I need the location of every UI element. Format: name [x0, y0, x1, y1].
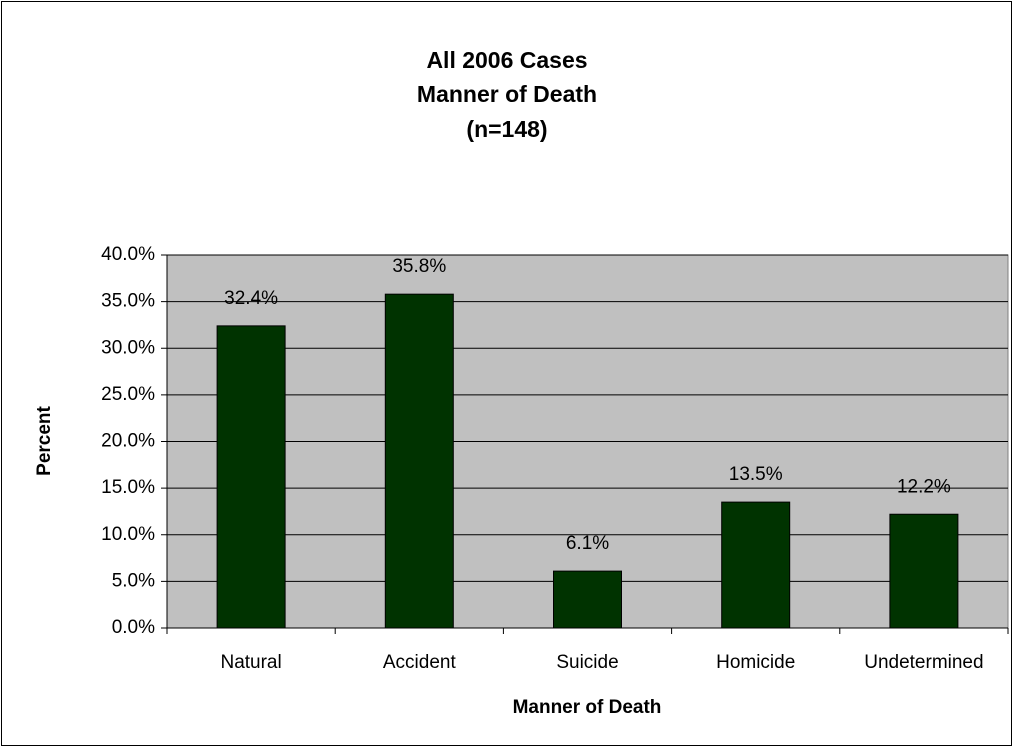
bar: [384, 293, 454, 629]
y-tick-label: 10.0%: [101, 524, 155, 545]
chart-title: (n=148): [466, 116, 547, 142]
x-tick-label: Suicide: [556, 652, 618, 673]
y-tick-label: 25.0%: [101, 384, 155, 405]
value-label: 13.5%: [729, 464, 783, 485]
y-tick-label: 40.0%: [101, 244, 155, 265]
y-tick-label: 30.0%: [101, 337, 155, 358]
bar: [553, 570, 622, 629]
value-label: 12.2%: [897, 476, 951, 497]
value-label: 32.4%: [224, 288, 278, 309]
y-tick-label: 20.0%: [101, 431, 155, 452]
x-tick-label: Undetermined: [864, 652, 983, 673]
x-axis-title: Manner of Death: [513, 697, 662, 718]
y-tick-label: 35.0%: [101, 291, 155, 312]
y-tick-label: 0.0%: [112, 617, 155, 638]
bar: [216, 325, 286, 629]
x-tick-label: Natural: [220, 652, 281, 673]
y-axis-title: Percent: [34, 405, 55, 475]
bar: [889, 513, 959, 629]
x-tick-label: Accident: [383, 652, 457, 673]
chart-title: All 2006 Cases: [426, 47, 587, 73]
value-label: 6.1%: [566, 533, 609, 554]
x-tick-label: Homicide: [716, 652, 795, 673]
y-tick-label: 5.0%: [112, 570, 155, 591]
bar: [721, 501, 791, 629]
value-label: 35.8%: [392, 256, 446, 277]
y-tick-label: 15.0%: [101, 477, 155, 498]
chart-title: Manner of Death: [417, 81, 597, 107]
